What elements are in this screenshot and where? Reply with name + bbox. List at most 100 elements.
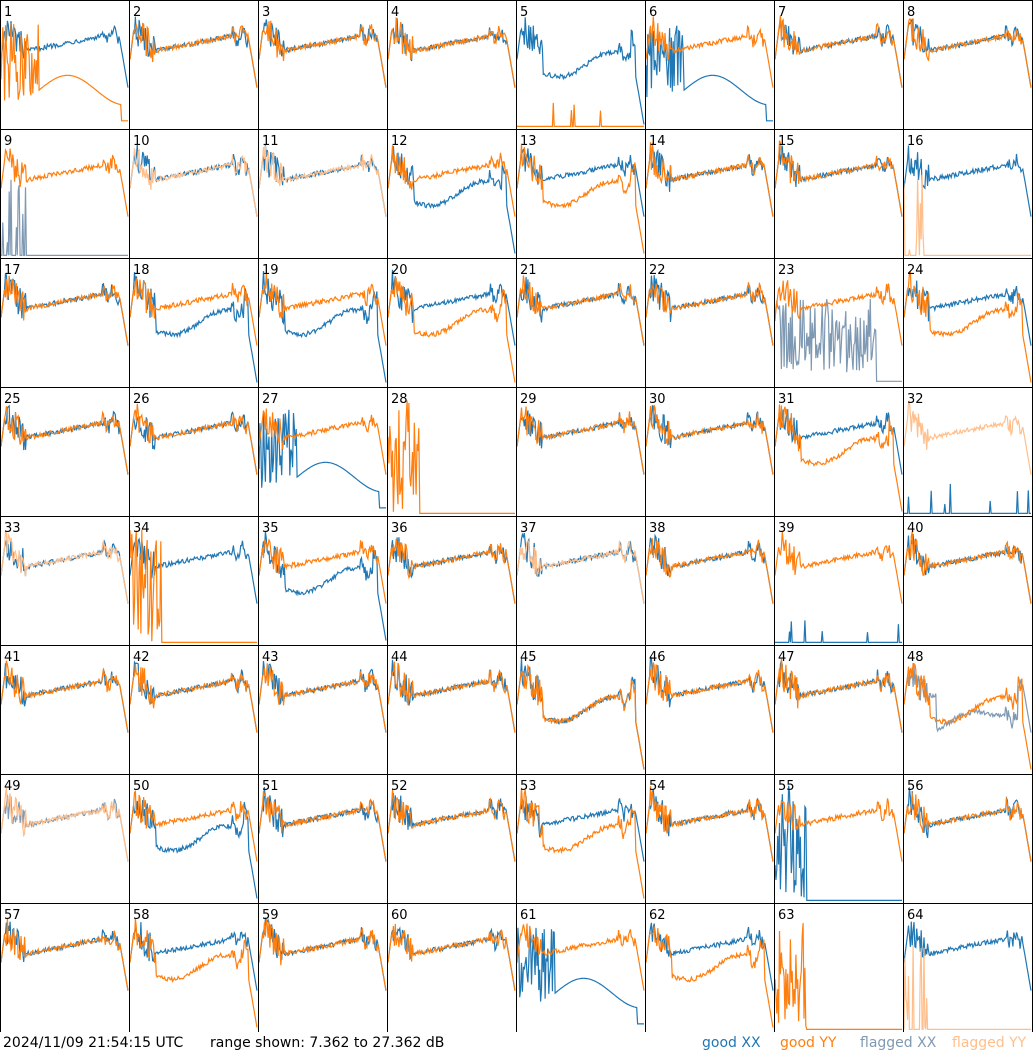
panel-32: 32 xyxy=(903,387,1033,517)
spectrum-line xyxy=(645,926,774,1028)
panel-58: 58 xyxy=(129,903,259,1032)
spectrum-line xyxy=(516,143,645,254)
panel-9: 9 xyxy=(0,129,130,259)
panel-number: 58 xyxy=(133,908,150,923)
spectrum-line xyxy=(0,147,129,217)
spectrum-line xyxy=(516,927,644,1025)
panel-number: 13 xyxy=(520,134,537,149)
panel-frame xyxy=(129,0,259,130)
panel-number: 45 xyxy=(520,650,537,665)
spectrum-line xyxy=(516,275,645,346)
panel-31: 31 xyxy=(774,387,904,517)
panel-17: 17 xyxy=(0,258,130,388)
spectrum-line xyxy=(903,271,1032,383)
spectrum-line xyxy=(258,145,387,217)
spectrum-line xyxy=(0,538,129,604)
spectrum-line xyxy=(645,786,774,862)
spectrum-line xyxy=(516,787,645,899)
panel-number: 41 xyxy=(4,650,21,665)
panel-number: 2 xyxy=(133,5,141,20)
panel-number: 6 xyxy=(649,5,657,20)
panel-number: 47 xyxy=(778,650,795,665)
spectrum-line xyxy=(903,400,1032,475)
panel-number: 10 xyxy=(133,134,150,149)
panel-number: 7 xyxy=(778,5,786,20)
spectrum-line xyxy=(258,270,387,383)
panel-50: 50 xyxy=(129,774,259,904)
panel-number: 19 xyxy=(262,263,279,278)
panel-37: 37 xyxy=(516,516,646,646)
panel-number: 53 xyxy=(520,779,537,794)
panel-number: 48 xyxy=(907,650,924,665)
spectrum-line xyxy=(0,794,129,862)
panel-number: 3 xyxy=(262,5,270,20)
panel-62: 62 xyxy=(645,903,775,1032)
panel-23: 23 xyxy=(774,258,904,388)
panel-number: 49 xyxy=(4,779,21,794)
spectrum-line xyxy=(774,531,903,604)
range-label: range shown: 7.362 to 27.362 dB xyxy=(210,1035,445,1051)
spectrum-line xyxy=(387,538,516,604)
spectrum-line xyxy=(0,275,129,346)
panel-frame xyxy=(774,0,904,130)
panel-number: 46 xyxy=(649,650,666,665)
spectrum-line xyxy=(129,918,258,1028)
spectrum-line xyxy=(387,18,516,88)
panel-number: 34 xyxy=(133,521,150,536)
spectrum-line xyxy=(258,660,387,733)
panel-1: 1 xyxy=(0,0,130,130)
spectrum-line xyxy=(387,659,516,733)
spectrum-line xyxy=(258,786,387,862)
spectrum-line xyxy=(516,17,645,125)
panel-44: 44 xyxy=(387,645,517,775)
spectrum-line xyxy=(516,148,645,217)
spectrum-line xyxy=(774,660,903,733)
panel-frame xyxy=(645,0,775,130)
spectrum-line xyxy=(129,16,258,88)
spectrum-line xyxy=(387,789,516,862)
spectrum-line xyxy=(387,145,516,217)
panel-16: 16 xyxy=(903,129,1033,259)
panel-number: 5 xyxy=(520,5,528,20)
spectrum-line xyxy=(387,537,516,604)
spectrum-line xyxy=(0,273,129,346)
panel-number: 16 xyxy=(907,134,924,149)
panel-5: 5 xyxy=(516,0,646,130)
panel-number: 50 xyxy=(133,779,150,794)
panel-4: 4 xyxy=(387,0,517,130)
spectrum-line xyxy=(258,19,387,88)
panel-56: 56 xyxy=(903,774,1033,904)
spectrum-line xyxy=(903,280,1032,346)
panel-43: 43 xyxy=(258,645,388,775)
panel-number: 25 xyxy=(4,392,21,407)
panel-15: 15 xyxy=(774,129,904,259)
spectrum-line xyxy=(129,922,258,991)
legend-flagged-yy: flagged YY xyxy=(952,1035,1027,1051)
panel-frame xyxy=(903,0,1033,130)
panel-3: 3 xyxy=(258,0,388,130)
panel-59: 59 xyxy=(258,903,388,1032)
panel-41: 41 xyxy=(0,645,130,775)
spectrum-line xyxy=(129,278,258,346)
spectrum-line xyxy=(645,281,774,346)
spectrum-line xyxy=(129,403,258,475)
panel-number: 55 xyxy=(778,779,795,794)
panel-number: 23 xyxy=(778,263,795,278)
panel-number: 44 xyxy=(391,650,408,665)
spectrum-line xyxy=(129,272,258,383)
panel-number: 63 xyxy=(778,908,795,923)
spectrum-line xyxy=(387,661,516,733)
panel-20: 20 xyxy=(387,258,517,388)
spectrum-line xyxy=(903,18,1032,88)
spectrum-line xyxy=(774,658,903,733)
legend-flagged-xx: flagged XX xyxy=(860,1035,937,1051)
panel-number: 39 xyxy=(778,521,795,536)
panel-number: 31 xyxy=(778,392,795,407)
spectrum-line xyxy=(129,411,258,475)
spectrum-line xyxy=(129,22,258,88)
spectrum-line xyxy=(516,532,645,604)
spectrum-line xyxy=(129,789,258,862)
spectrum-line xyxy=(903,662,1032,770)
panel-63: 63 xyxy=(774,903,904,1032)
spectrum-line xyxy=(645,789,774,862)
